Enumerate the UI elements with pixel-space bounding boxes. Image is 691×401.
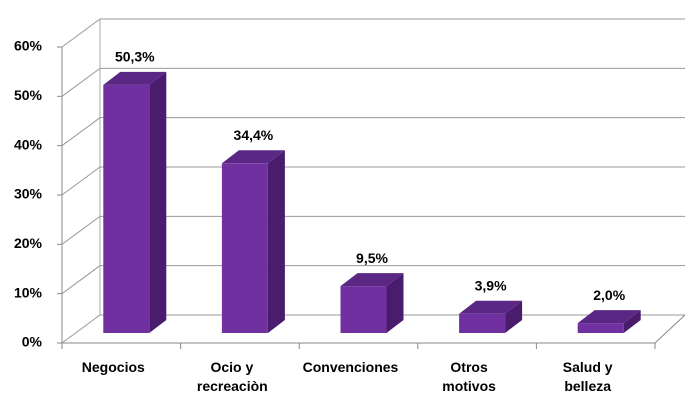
y-tick-label: 60%	[14, 38, 43, 54]
value-label: 2,0%	[593, 287, 625, 303]
bar-top	[459, 300, 523, 314]
bar-top	[340, 273, 404, 287]
bar	[103, 71, 167, 333]
y-tick-label: 40%	[14, 136, 43, 152]
grid-line	[61, 265, 685, 295]
x-tick-label: Convenciones	[302, 359, 399, 375]
x-tick-label: Ocio y recreaciòn	[196, 359, 268, 394]
y-tick-label: 10%	[14, 284, 43, 300]
y-tick-label: 0%	[22, 334, 43, 350]
value-label: 34,4%	[234, 127, 274, 143]
bar-front	[459, 313, 506, 333]
bar-top	[103, 71, 167, 85]
bar-front	[221, 163, 268, 333]
grid-line	[61, 67, 685, 97]
y-tick-label: 30%	[14, 186, 43, 202]
value-label: 9,5%	[356, 250, 388, 266]
y-tick-label: 20%	[14, 235, 43, 251]
grid-line	[61, 166, 685, 196]
value-label: 50,3%	[115, 49, 155, 65]
bar-side	[623, 310, 641, 333]
y-tick-label: 50%	[14, 87, 43, 103]
x-tick-label: Otros motivos	[442, 359, 496, 394]
bar-side	[267, 150, 285, 333]
bar	[577, 310, 641, 333]
grid-line	[61, 117, 685, 147]
bar	[221, 150, 285, 333]
x-tick-label: Negocios	[81, 359, 145, 375]
bar-front	[340, 286, 387, 333]
bar-side	[505, 300, 523, 333]
bar-side	[149, 71, 167, 333]
bar-front	[103, 84, 150, 333]
bar-front	[577, 323, 624, 333]
bar	[340, 273, 404, 333]
bar-top	[577, 310, 641, 324]
grid-line	[61, 215, 685, 245]
value-label: 3,9%	[475, 277, 507, 293]
grid-line	[61, 18, 685, 48]
bar	[459, 300, 523, 333]
bar-side	[386, 273, 404, 333]
floor-edge	[654, 314, 686, 344]
bar-top	[221, 150, 285, 164]
x-tick-label: Salud y belleza	[562, 359, 613, 394]
